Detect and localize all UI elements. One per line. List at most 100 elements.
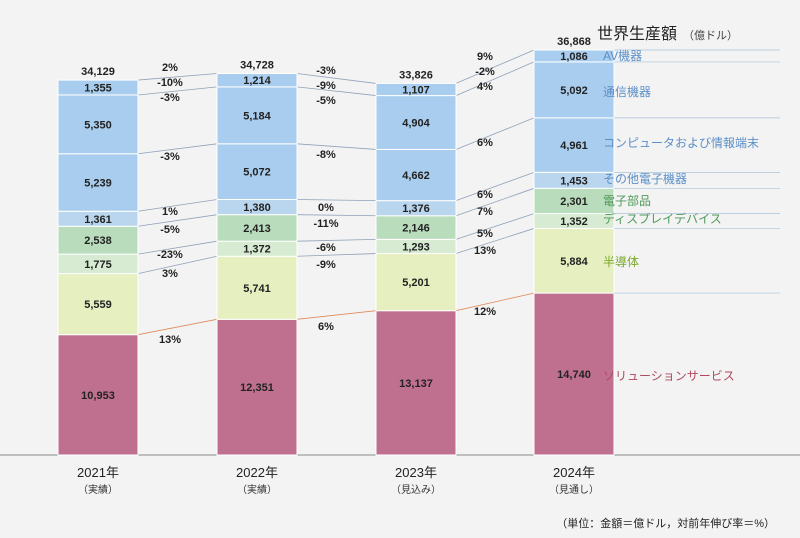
data-label: 1,107 bbox=[402, 84, 430, 96]
data-label: 4,662 bbox=[402, 170, 430, 182]
data-label: 2,413 bbox=[243, 223, 271, 235]
growth-label: -3% bbox=[160, 92, 180, 104]
growth-label: 12% bbox=[474, 306, 496, 318]
data-label: 5,350 bbox=[84, 119, 112, 131]
growth-connector bbox=[455, 187, 535, 217]
bar-segment bbox=[216, 73, 298, 88]
bar-segment bbox=[533, 227, 615, 294]
legend-label: ソリューションサービス bbox=[603, 369, 735, 383]
data-label: 5,741 bbox=[243, 283, 271, 295]
data-label: 1,380 bbox=[243, 202, 271, 214]
legend-label: 電子部品 bbox=[603, 193, 651, 208]
data-label: 5,201 bbox=[402, 277, 430, 289]
bar-segment bbox=[533, 187, 615, 215]
growth-connector bbox=[455, 49, 535, 84]
legend-label: ディスプレイデバイス bbox=[603, 211, 722, 226]
data-label: 1,352 bbox=[560, 216, 588, 228]
growth-label: 7% bbox=[477, 206, 493, 218]
total-label: 34,129 bbox=[81, 66, 115, 78]
labels-layer: 10,953 12,351 13,137 14,740 5,559 5,741 5,201 5… bbox=[77, 36, 599, 496]
bars-layer bbox=[57, 49, 615, 456]
growth-label: -8% bbox=[316, 149, 336, 161]
data-label: 5,884 bbox=[560, 256, 588, 268]
growth-label: -11% bbox=[313, 218, 338, 230]
chart-title: 世界生産額 bbox=[597, 25, 677, 43]
legend-label: コンピュータおよび情報端末 bbox=[603, 136, 759, 150]
growth-label: 3% bbox=[162, 268, 178, 280]
bar-segment bbox=[216, 255, 298, 320]
growth-connector bbox=[455, 228, 535, 254]
bar-segment bbox=[533, 117, 615, 173]
data-label: 1,214 bbox=[243, 75, 271, 87]
growth-label: -2% bbox=[475, 66, 495, 78]
growth-label: -5% bbox=[160, 224, 180, 236]
growth-label: -9% bbox=[316, 259, 336, 271]
total-label: 33,826 bbox=[399, 69, 433, 81]
data-label: 10,953 bbox=[81, 390, 115, 402]
legend-label: その他電子機器 bbox=[603, 171, 687, 186]
data-label: 1,453 bbox=[560, 175, 588, 187]
data-label: 2,146 bbox=[402, 223, 430, 235]
growth-connector bbox=[137, 255, 218, 275]
bar-segment bbox=[375, 253, 457, 312]
growth-label: 6% bbox=[318, 321, 334, 333]
x-tick-label: 2021年 bbox=[77, 465, 119, 480]
total-growth-label: 2% bbox=[162, 62, 178, 74]
legend-label: 通信機器 bbox=[603, 84, 651, 99]
data-label: 2,301 bbox=[560, 196, 588, 208]
bar-segment bbox=[533, 49, 615, 63]
growth-label: 6% bbox=[477, 189, 493, 201]
data-label: 1,086 bbox=[560, 51, 588, 63]
bar-segment bbox=[375, 148, 457, 202]
bar-segment bbox=[216, 214, 298, 242]
growth-connector bbox=[455, 213, 535, 240]
bar-segment bbox=[57, 273, 139, 336]
data-label: 14,740 bbox=[557, 369, 591, 381]
bar-segment bbox=[57, 94, 139, 155]
bar-segment bbox=[533, 61, 615, 119]
growth-connector bbox=[455, 171, 535, 202]
total-label: 34,728 bbox=[240, 60, 274, 72]
bar-segment bbox=[57, 153, 139, 212]
bar-segment bbox=[375, 82, 457, 97]
data-label: 1,355 bbox=[84, 83, 112, 95]
x-tick-sublabel: （実績） bbox=[78, 483, 118, 496]
growth-label: -3% bbox=[160, 151, 180, 163]
data-label: 1,372 bbox=[243, 244, 271, 256]
growth-connector bbox=[137, 214, 218, 227]
growth-connector bbox=[137, 240, 218, 255]
bar-segment bbox=[57, 334, 139, 456]
growth-label: 5% bbox=[477, 228, 493, 240]
growth-connector bbox=[296, 253, 377, 257]
growth-label: 0% bbox=[318, 202, 334, 214]
x-tick-label: 2023年 bbox=[395, 465, 437, 480]
data-label: 5,239 bbox=[84, 178, 112, 190]
data-label: 13,137 bbox=[399, 378, 433, 390]
data-label: 4,961 bbox=[560, 140, 588, 152]
growth-connector bbox=[296, 143, 377, 150]
data-label: 5,072 bbox=[243, 167, 271, 179]
bar-segment bbox=[216, 318, 298, 456]
data-label: 4,904 bbox=[402, 118, 430, 130]
growth-connector bbox=[455, 61, 535, 96]
growth-connector bbox=[296, 310, 377, 320]
growth-connector bbox=[296, 214, 377, 217]
total-label: 36,868 bbox=[557, 36, 591, 48]
chart-title-unit: （億ドル） bbox=[683, 29, 738, 42]
growth-connector bbox=[296, 73, 377, 84]
legend-label: 半導体 bbox=[603, 255, 639, 269]
growth-connector bbox=[137, 143, 218, 155]
growth-connector bbox=[137, 86, 218, 96]
data-label: 5,184 bbox=[243, 110, 271, 122]
data-label: 2,538 bbox=[84, 235, 112, 247]
growth-label: 4% bbox=[477, 81, 493, 93]
unit-note: （単位：金額＝億ドル，対前年伸び率＝%） bbox=[556, 516, 775, 530]
x-tick-sublabel: （見込み） bbox=[391, 484, 441, 496]
bar-segment bbox=[57, 79, 139, 96]
data-label: 1,293 bbox=[402, 241, 430, 253]
total-growth-label: -3% bbox=[316, 65, 336, 77]
x-tick-sublabel: （見通し） bbox=[549, 484, 599, 496]
growth-connector bbox=[137, 73, 218, 81]
growth-label: -6% bbox=[316, 242, 336, 254]
growth-connector bbox=[296, 238, 377, 242]
